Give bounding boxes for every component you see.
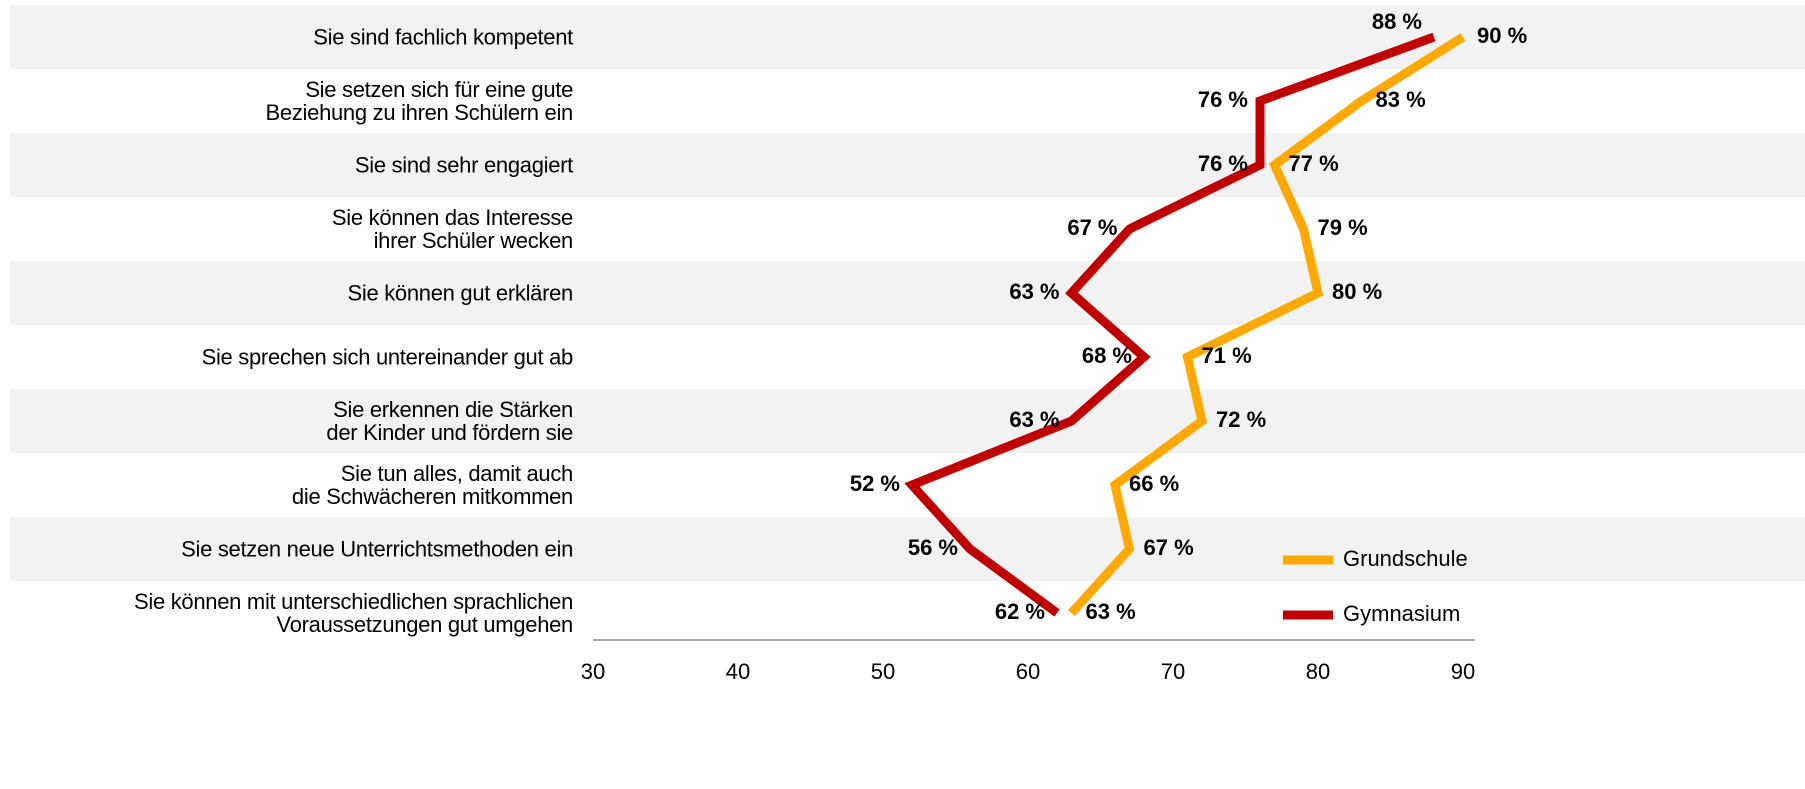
x-tick-label: 90 <box>1451 659 1475 684</box>
category-label: Sie können gut erklären <box>347 280 574 306</box>
data-label: 52 % <box>850 471 900 496</box>
category-label: Sie können das Interesse ihrer Schüler w… <box>331 205 573 253</box>
series-line <box>1068 33 1466 617</box>
data-label: 72 % <box>1216 407 1266 432</box>
category-label: Sie sind sehr engagiert <box>354 152 573 178</box>
data-label: 90 % <box>1477 23 1527 48</box>
data-label: 80 % <box>1332 279 1382 304</box>
data-label: 63 % <box>1086 599 1136 624</box>
data-label: 63 % <box>1009 407 1059 432</box>
data-label: 67 % <box>1144 535 1194 560</box>
data-label: 63 % <box>1009 279 1059 304</box>
x-tick-label: 70 <box>1161 659 1185 684</box>
x-tick-label: 50 <box>871 659 895 684</box>
category-label: Sie setzen neue Unterrichtsmethoden ein <box>181 536 573 562</box>
data-label: 71 % <box>1202 343 1252 368</box>
category-label: Sie tun alles, damit auch die Schwächere… <box>291 461 573 509</box>
data-label: 76 % <box>1198 87 1248 112</box>
data-label: 88 % <box>1372 9 1422 34</box>
data-label: 83 % <box>1376 87 1426 112</box>
data-label: 66 % <box>1129 471 1179 496</box>
data-label: 68 % <box>1082 343 1132 368</box>
row-band <box>10 5 1805 69</box>
category-label: Sie sind fachlich kompetent <box>313 24 573 50</box>
series-line <box>904 32 1436 617</box>
data-label: 62 % <box>995 599 1045 624</box>
data-label: 76 % <box>1198 151 1248 176</box>
category-label: Sie sprechen sich untereinander gut ab <box>201 344 574 370</box>
legend-label: Gymnasium <box>1343 601 1460 626</box>
data-label: 56 % <box>908 535 958 560</box>
x-tick-label: 60 <box>1016 659 1040 684</box>
category-label: Sie erkennen die Stärken der Kinder und … <box>326 397 573 445</box>
data-label: 67 % <box>1067 215 1117 240</box>
category-label: Sie setzen sich für eine gute Beziehung … <box>265 77 574 125</box>
x-tick-label: 80 <box>1306 659 1330 684</box>
x-tick-label: 40 <box>726 659 750 684</box>
row-band <box>10 261 1805 325</box>
row-band <box>10 389 1805 453</box>
row-band <box>10 517 1805 581</box>
category-label: Sie können mit unterschiedlichen sprachl… <box>134 589 573 637</box>
x-tick-label: 30 <box>581 659 605 684</box>
data-label: 79 % <box>1318 215 1368 240</box>
legend-label: Grundschule <box>1343 546 1468 571</box>
data-label: 77 % <box>1289 151 1339 176</box>
row-band <box>10 133 1805 197</box>
